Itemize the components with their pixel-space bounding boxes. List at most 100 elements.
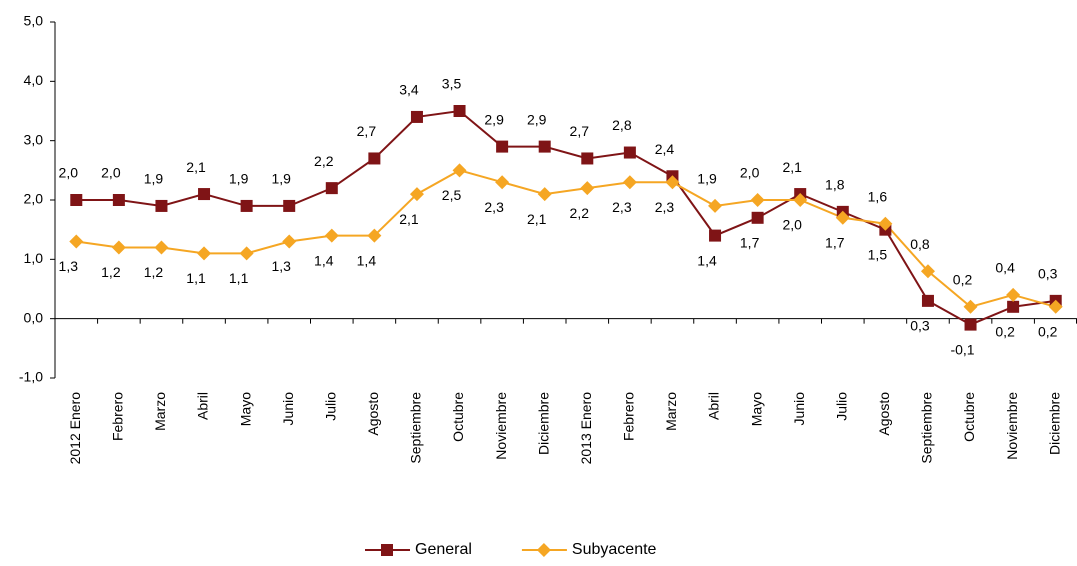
series-line [76, 169, 1056, 308]
marker [793, 193, 808, 207]
marker [70, 194, 83, 206]
marker [921, 294, 934, 307]
data-label: 2,9 [484, 111, 504, 127]
data-label: 1,2 [101, 264, 121, 280]
marker [154, 240, 169, 255]
marker [282, 234, 297, 249]
marker [240, 199, 253, 212]
marker [198, 188, 211, 201]
data-label: 1,2 [144, 264, 164, 280]
marker [920, 264, 935, 279]
legend-marker [536, 543, 551, 557]
marker [155, 199, 168, 212]
marker [708, 198, 723, 213]
marker [963, 299, 978, 314]
marker [750, 193, 765, 207]
data-label: 1,7 [740, 235, 760, 251]
marker [496, 140, 509, 153]
x-tick-label: 2012 Enero [67, 392, 83, 465]
data-label: 1,5 [868, 246, 888, 262]
data-label: 2,3 [484, 199, 504, 215]
marker [410, 110, 423, 123]
marker [537, 187, 552, 202]
data-label: 2,1 [399, 211, 419, 227]
marker [751, 211, 764, 224]
data-label: 2,2 [570, 205, 590, 221]
marker [709, 229, 722, 242]
marker [452, 163, 467, 178]
x-tick-label: Marzo [663, 392, 679, 431]
series-line [76, 109, 1056, 326]
marker [324, 228, 339, 243]
data-label: 1,3 [271, 258, 291, 274]
x-tick-label: Mayo [237, 392, 253, 426]
x-tick-label: Noviembre [1004, 392, 1020, 460]
x-tick-label: Diciembre [535, 392, 551, 455]
data-label: 0,3 [910, 318, 930, 334]
x-tick-label: 2013 Enero [578, 392, 594, 465]
x-tick-label: Diciembre [1046, 392, 1062, 455]
data-label: 2,0 [740, 165, 760, 181]
data-label: 2,8 [612, 117, 632, 133]
x-tick-label: Mayo [748, 392, 764, 426]
marker [665, 175, 680, 190]
x-tick-label: Agosto [365, 392, 381, 436]
data-label: 2,3 [655, 199, 675, 215]
data-label: 0,2 [995, 324, 1015, 340]
x-tick-label: Septiembre [408, 392, 424, 464]
data-label: 0,8 [910, 236, 930, 252]
y-tick-label: 0,0 [24, 309, 44, 325]
data-label: 1,9 [229, 171, 249, 187]
legend-marker [381, 544, 393, 556]
data-label: 0,2 [953, 272, 973, 288]
data-label: 3,4 [399, 82, 419, 98]
x-tick-label: Septiembre [919, 392, 935, 464]
x-tick-label: Marzo [152, 392, 168, 431]
y-tick-label: 1,0 [24, 250, 44, 266]
y-tick-label: 5,0 [24, 13, 44, 29]
marker [878, 216, 893, 231]
data-label: 1,1 [186, 270, 206, 286]
x-tick-label: Octubre [450, 392, 466, 442]
x-tick-label: Febrero [621, 392, 637, 441]
data-label: 1,9 [697, 171, 717, 187]
data-label: 1,3 [59, 258, 79, 274]
data-label: 0,2 [1038, 324, 1058, 340]
x-tick-label: Julio [833, 392, 849, 421]
marker [239, 246, 254, 261]
data-label: 2,5 [442, 187, 462, 203]
data-label: 2,0 [101, 165, 121, 181]
data-label: 2,1 [186, 159, 206, 175]
marker [581, 152, 594, 165]
data-label: 2,1 [782, 159, 802, 175]
x-tick-label: Abril [706, 392, 722, 420]
data-label: 2,7 [570, 123, 590, 139]
data-label: 0,3 [1038, 266, 1058, 282]
marker [453, 105, 466, 117]
data-label: 1,1 [229, 270, 249, 286]
x-tick-label: Abril [195, 392, 211, 420]
legend-label: Subyacente [572, 541, 657, 558]
data-label: 1,4 [314, 252, 334, 268]
x-tick-label: Noviembre [493, 392, 509, 460]
data-label: 1,8 [825, 177, 845, 193]
marker [283, 199, 296, 212]
marker [622, 175, 637, 190]
data-label: 2,9 [527, 111, 547, 127]
marker [112, 194, 125, 206]
data-label: 2,1 [527, 211, 547, 227]
x-tick-label: Febrero [110, 392, 126, 441]
marker [1006, 287, 1021, 302]
x-tick-label: Agosto [876, 392, 892, 436]
data-label: 1,9 [271, 171, 291, 187]
y-tick-label: 2,0 [24, 191, 44, 207]
data-label: 1,6 [868, 188, 888, 204]
marker [495, 175, 510, 190]
data-label: 2,3 [612, 199, 632, 215]
data-label: 2,7 [357, 123, 377, 139]
marker [367, 228, 382, 243]
marker [1048, 299, 1063, 314]
marker [580, 181, 595, 196]
y-tick-label: -1,0 [19, 369, 43, 385]
marker [368, 152, 381, 165]
